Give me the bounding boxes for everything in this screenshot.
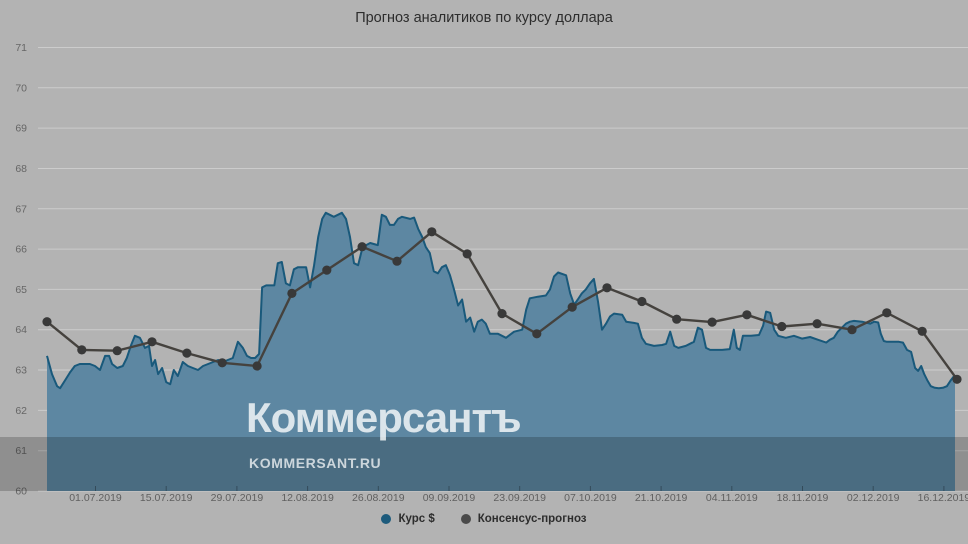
x-axis-label: 12.08.2019 bbox=[281, 492, 334, 504]
consensus-point bbox=[777, 321, 787, 332]
x-axis-label: 04.11.2019 bbox=[706, 492, 758, 504]
legend-label-consensus: Консенсус-прогноз bbox=[477, 513, 587, 525]
y-axis-label: 62 bbox=[15, 405, 27, 417]
consensus-point bbox=[77, 345, 87, 355]
y-axis-label: 65 bbox=[15, 284, 27, 296]
consensus-point bbox=[812, 319, 822, 329]
x-axis-label: 16.12.2019 bbox=[918, 492, 968, 504]
consensus-point bbox=[707, 317, 717, 327]
x-axis-label: 21.10.2019 bbox=[635, 492, 688, 504]
x-axis-label: 18.11.2019 bbox=[777, 492, 829, 504]
consensus-point bbox=[252, 361, 262, 371]
legend-item-usd-rate[interactable]: Курс $ bbox=[381, 513, 435, 525]
usd-rate-area bbox=[47, 212, 955, 492]
y-axis-label: 64 bbox=[15, 324, 27, 336]
y-axis-label: 61 bbox=[15, 445, 27, 457]
consensus-point bbox=[882, 308, 892, 318]
consensus-point bbox=[392, 256, 402, 266]
usd-rate-line bbox=[46, 211, 956, 390]
legend-item-consensus[interactable]: Консенсус-прогноз bbox=[460, 513, 587, 525]
consensus-point bbox=[287, 288, 297, 298]
consensus-point bbox=[952, 374, 962, 384]
consensus-point bbox=[602, 283, 612, 293]
chart-title: Прогноз аналитиков по курсу доллара bbox=[355, 10, 613, 26]
x-axis-label: 15.07.2019 bbox=[140, 492, 193, 504]
x-axis-label: 23.09.2019 bbox=[493, 492, 546, 504]
x-axis-label: 26.08.2019 bbox=[352, 492, 405, 504]
y-axis-label: 66 bbox=[15, 244, 27, 256]
y-axis-label: 69 bbox=[15, 123, 27, 135]
consensus-point bbox=[742, 310, 752, 320]
y-axis-label: 67 bbox=[15, 203, 27, 215]
chart-legend: Курс $ Консенсус-прогноз bbox=[0, 513, 968, 525]
consensus-point bbox=[357, 242, 367, 252]
legend-label-usd-rate: Курс $ bbox=[398, 513, 435, 525]
consensus-point bbox=[182, 348, 192, 358]
consensus-point bbox=[147, 337, 157, 347]
consensus-point bbox=[672, 314, 682, 324]
x-axis-label: 29.07.2019 bbox=[211, 492, 264, 504]
x-axis-label: 09.09.2019 bbox=[423, 492, 476, 504]
y-axis-label: 71 bbox=[15, 42, 27, 54]
consensus-marker-icon bbox=[460, 514, 471, 524]
consensus-point bbox=[217, 358, 227, 368]
y-axis-label: 68 bbox=[15, 163, 27, 175]
consensus-point bbox=[532, 329, 542, 339]
y-axis-label: 70 bbox=[15, 82, 27, 94]
y-axis-label: 60 bbox=[15, 486, 27, 498]
consensus-point bbox=[567, 302, 577, 312]
x-axis-label: 02.12.2019 bbox=[847, 492, 900, 504]
consensus-point bbox=[427, 227, 437, 237]
usd-rate-marker-icon bbox=[381, 514, 392, 524]
x-axis-label: 01.07.2019 bbox=[69, 492, 122, 504]
x-axis-label: 07.10.2019 bbox=[564, 492, 617, 504]
consensus-point bbox=[497, 309, 507, 319]
consensus-point bbox=[917, 326, 927, 336]
consensus-point bbox=[322, 265, 332, 275]
consensus-point bbox=[112, 346, 122, 356]
consensus-point bbox=[462, 249, 472, 259]
y-axis-label: 63 bbox=[15, 365, 27, 377]
consensus-point bbox=[637, 296, 647, 307]
consensus-point bbox=[847, 325, 857, 335]
consensus-point bbox=[42, 317, 52, 327]
